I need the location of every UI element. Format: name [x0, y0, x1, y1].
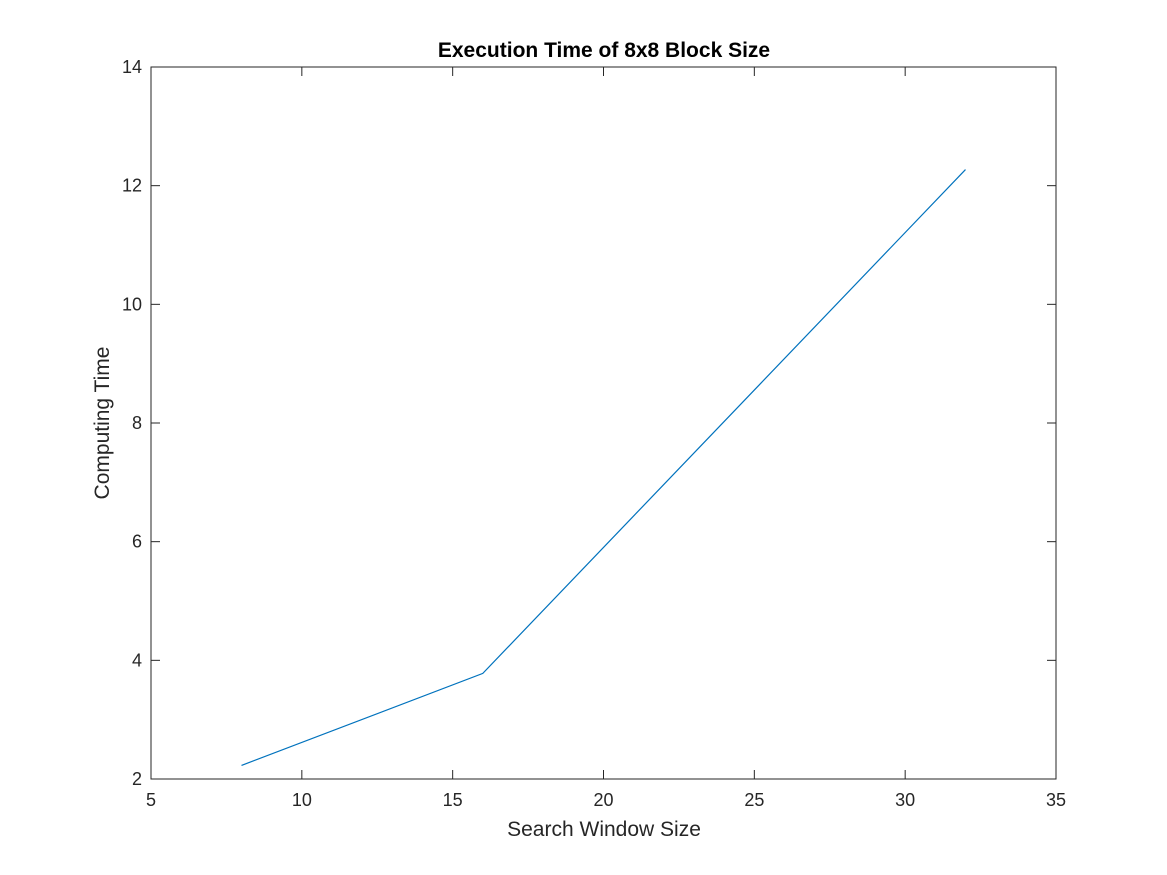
y-tick-label: 8 [132, 413, 142, 433]
x-tick-label: 10 [292, 790, 312, 810]
plot-area: 5 10 15 20 25 30 35 2 4 6 8 10 12 14 [122, 57, 1066, 810]
y-tick-label: 6 [132, 532, 142, 552]
x-tick-label: 15 [443, 790, 463, 810]
x-tick-label: 25 [744, 790, 764, 810]
y-tick-label: 2 [132, 769, 142, 789]
x-tick-label: 20 [593, 790, 613, 810]
x-axis-label: Search Window Size [507, 818, 701, 841]
series-line [241, 169, 966, 766]
y-tick-label: 12 [122, 176, 142, 196]
x-tick-label: 30 [895, 790, 915, 810]
y-axis-label: Computing Time [91, 347, 114, 500]
y-tick-label: 10 [122, 294, 142, 314]
y-tick-label: 14 [122, 57, 142, 77]
x-tick-label: 35 [1046, 790, 1066, 810]
x-tick-label: 5 [146, 790, 156, 810]
y-tick-label: 4 [132, 650, 142, 670]
chart-title: Execution Time of 8x8 Block Size [438, 39, 770, 62]
